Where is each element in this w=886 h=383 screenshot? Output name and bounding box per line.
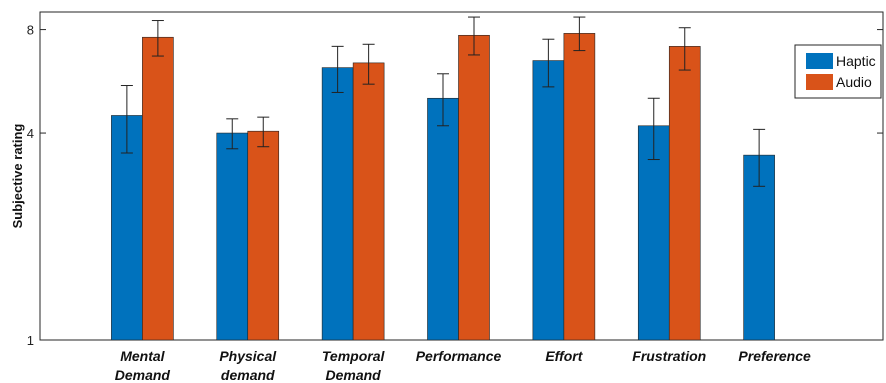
x-tick-label-temporal-demand-line2: Demand: [326, 367, 382, 383]
x-tick-label-physical-demand-line1: Physical: [219, 348, 277, 364]
error-bars-group: [120, 16, 766, 187]
y-tick-label-1: 1: [27, 333, 34, 348]
y-axis-title: Subjective rating: [10, 124, 25, 229]
x-tick-label-physical-demand-line2: demand: [221, 367, 275, 383]
x-tick-label-temporal-demand-line1: Temporal: [322, 348, 386, 364]
legend-swatch-audio: [806, 74, 833, 90]
x-tick-label-preference: Preference: [738, 348, 811, 364]
bars-group: [111, 33, 775, 341]
bar-haptic-effort: [532, 60, 565, 341]
bar-haptic-temporal-demand: [321, 67, 354, 341]
bar-audio-physical-demand: [247, 130, 280, 341]
bar-audio-mental-demand: [142, 36, 174, 341]
y-tick-label-4: 4: [27, 126, 34, 141]
bar-audio-performance: [458, 34, 490, 341]
bar-audio-temporal-demand: [352, 62, 385, 341]
y-axis-ticks: 1 4 8: [27, 23, 883, 348]
bar-haptic-frustration: [637, 125, 670, 341]
bar-haptic-physical-demand: [216, 132, 249, 341]
y-tick-label-8: 8: [27, 23, 34, 38]
legend: Haptic Audio: [794, 44, 882, 99]
x-tick-label-mental-demand-line1: Mental: [120, 348, 165, 364]
x-tick-label-frustration: Frustration: [632, 348, 706, 364]
legend-label-haptic: Haptic: [836, 53, 876, 69]
bar-haptic-performance: [427, 97, 459, 341]
legend-swatch-haptic: [806, 53, 833, 69]
x-tick-label-performance: Performance: [416, 348, 502, 364]
bar-audio-effort: [563, 33, 596, 341]
x-tick-label-mental-demand-line2: Demand: [115, 367, 171, 383]
bar-audio-frustration: [668, 46, 701, 341]
legend-label-audio: Audio: [836, 74, 872, 90]
x-axis-category-labels: Mental Demand Physical demand Temporal Demand…: [115, 348, 811, 383]
x-tick-label-effort: Effort: [545, 348, 583, 364]
